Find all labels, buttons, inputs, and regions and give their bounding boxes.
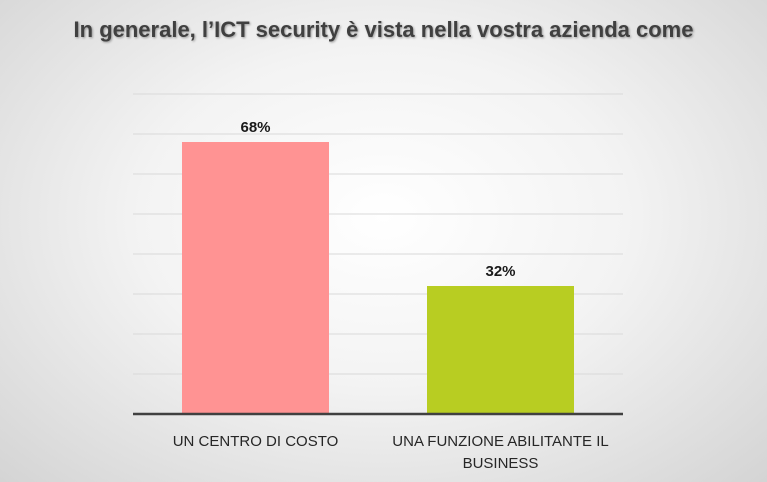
x-tick-label-line: UN CENTRO DI COSTO xyxy=(173,433,339,450)
data-label: 32% xyxy=(485,263,515,280)
data-label: 68% xyxy=(240,119,270,136)
x-tick-label: UNA FUNZIONE ABILITANTE IL BUSINESS xyxy=(392,433,608,472)
x-tick-label-line: BUSINESS xyxy=(463,455,539,472)
bar xyxy=(182,142,329,414)
x-tick-label: UN CENTRO DI COSTO xyxy=(173,433,339,450)
chart-title: In generale, l’ICT security è vista nell… xyxy=(73,17,694,42)
x-tick-label-line: UNA FUNZIONE ABILITANTE IL xyxy=(392,433,608,450)
bar xyxy=(427,286,574,414)
